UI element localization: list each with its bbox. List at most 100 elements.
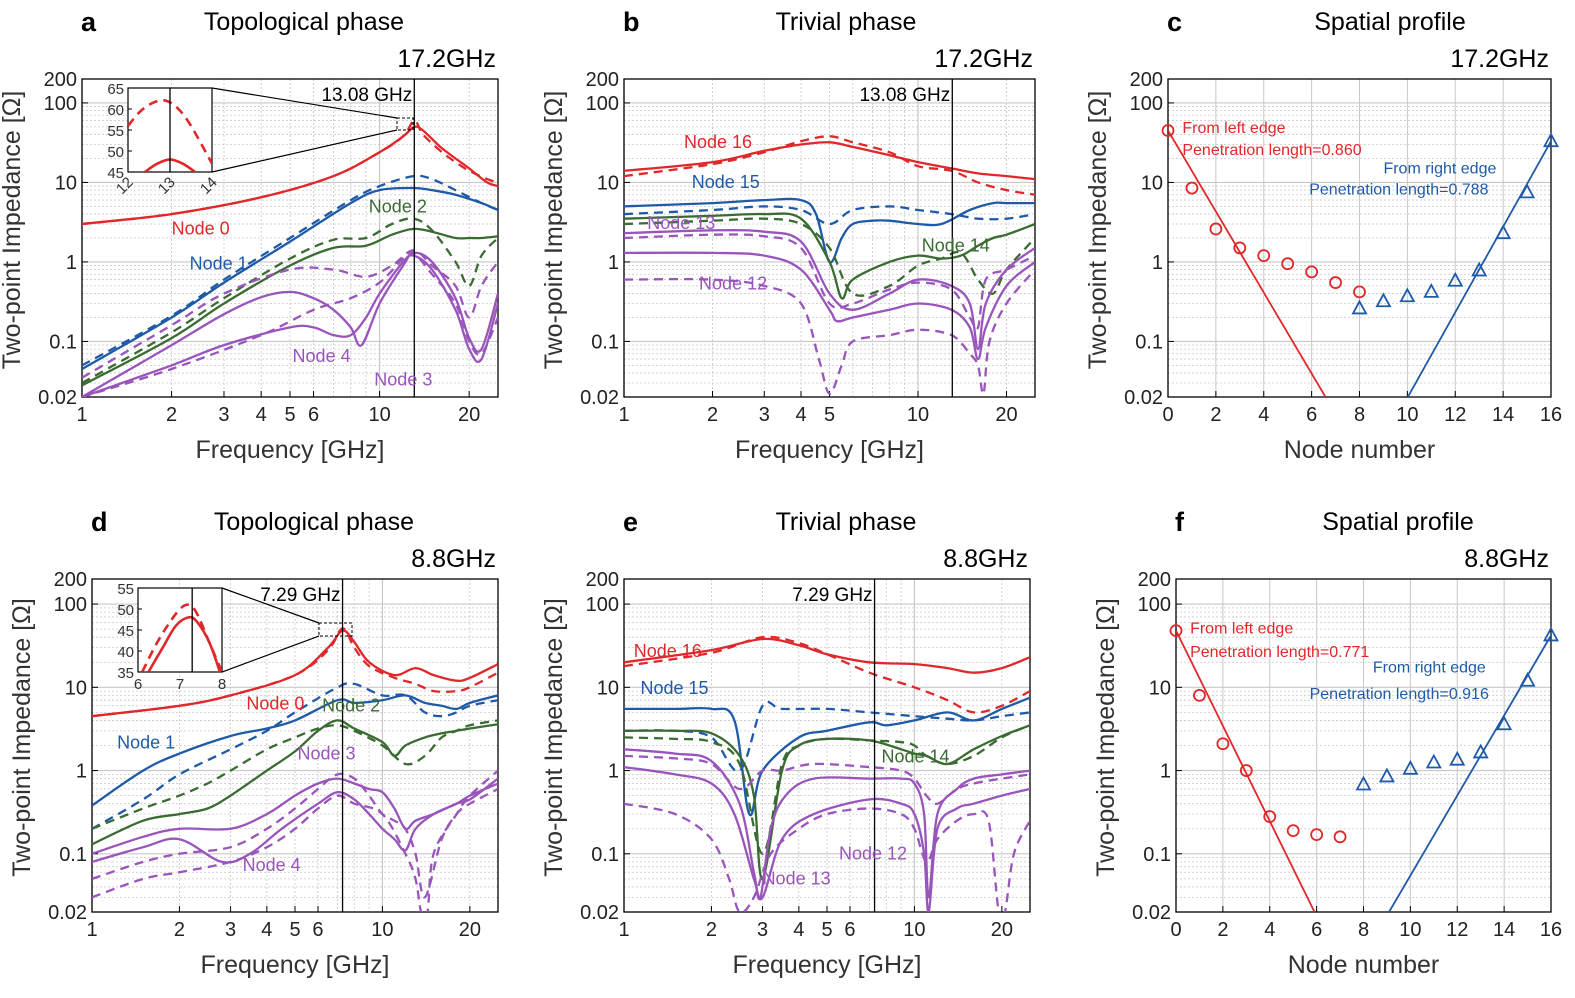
zoom-target-box bbox=[396, 117, 414, 131]
y-tick-label: 0.1 bbox=[1135, 331, 1163, 353]
frequency-label: 8.8GHz bbox=[943, 545, 1028, 573]
data-point-circle bbox=[1161, 124, 1175, 137]
data-point-triangle bbox=[1449, 750, 1466, 766]
x-tick-label: 5 bbox=[821, 919, 832, 941]
series-line-node-3-sim bbox=[92, 772, 498, 899]
series-line-node-13 bbox=[624, 748, 1030, 901]
x-tick-label: 1 bbox=[86, 919, 97, 941]
frequency-label: 8.8GHz bbox=[1464, 545, 1549, 573]
annotation-label: Penetration length=0.771 bbox=[1190, 644, 1369, 661]
x-tick-label: 10 bbox=[903, 919, 925, 941]
panel-title: Topological phase bbox=[204, 8, 404, 36]
annotation-label: Node 14 bbox=[922, 236, 990, 256]
series-line-node-1 bbox=[82, 186, 498, 370]
y-tick-label: 100 bbox=[44, 93, 77, 115]
y-tick-label: 100 bbox=[1138, 594, 1171, 616]
data-point-circle bbox=[1281, 257, 1295, 271]
data-point-triangle bbox=[1351, 299, 1368, 315]
x-tick-label: 4 bbox=[1258, 404, 1269, 426]
inset-x-tick-label: 13 bbox=[155, 174, 179, 198]
data-point-triangle bbox=[1375, 292, 1392, 308]
y-axis-label: Two-point Impedance [Ω] bbox=[540, 598, 568, 877]
series-line-node-0-sim bbox=[92, 627, 498, 718]
x-tick-label: 4 bbox=[793, 919, 804, 941]
series-line-node-4 bbox=[92, 782, 498, 864]
x-tick-label: 5 bbox=[824, 404, 835, 426]
x-tick-label: 14 bbox=[1493, 919, 1515, 941]
inset-x-tick-label: 6 bbox=[134, 676, 142, 693]
data-point-circle bbox=[1305, 265, 1319, 279]
grid-f bbox=[1175, 578, 1552, 913]
x-tick-label: 3 bbox=[218, 404, 229, 426]
series-line-node-16 bbox=[624, 637, 1030, 674]
series-line-node-12 bbox=[624, 251, 1035, 361]
inset-y-tick-label: 65 bbox=[107, 81, 124, 98]
x-tick-label: 0 bbox=[1162, 404, 1173, 426]
panel-title: Spatial profile bbox=[1322, 508, 1473, 536]
y-tick-label: 200 bbox=[44, 69, 77, 91]
inset-y-tick-label: 50 bbox=[107, 144, 124, 161]
plot-area-a bbox=[82, 119, 498, 397]
x-axis-label: Frequency [GHz] bbox=[733, 951, 922, 979]
data-point-triangle bbox=[1519, 671, 1536, 687]
series-line-node-16 bbox=[624, 141, 1035, 181]
data-point-triangle bbox=[1425, 753, 1442, 769]
y-tick-label: 100 bbox=[586, 93, 619, 115]
x-tick-label: 2 bbox=[174, 919, 185, 941]
y-tick-label: 1 bbox=[608, 252, 619, 274]
panel-f: 0.02 0.1 1 10 100 200 0 2 4 6 8 10 12 14 16 Node number… bbox=[1092, 507, 1562, 979]
series-line-node-4-sim bbox=[92, 769, 498, 912]
series-line-node-15-sim bbox=[624, 205, 1035, 226]
y-tick-label: 0.02 bbox=[48, 902, 87, 924]
marker-line-label: 7.29 GHz bbox=[792, 585, 872, 606]
data-point-triangle bbox=[1423, 282, 1440, 298]
x-tick-label: 3 bbox=[759, 404, 770, 426]
inset-y-tick-label: 45 bbox=[117, 623, 134, 640]
series-line-node-15 bbox=[624, 696, 1030, 817]
inset-y-tick-label: 55 bbox=[107, 123, 124, 140]
y-tick-label: 0.1 bbox=[49, 331, 77, 353]
data-point-triangle bbox=[1402, 759, 1419, 775]
series-line-node-2-sim bbox=[92, 719, 498, 830]
panel-label: a bbox=[81, 7, 97, 37]
y-axis-label: Two-point Impedance [Ω] bbox=[540, 91, 568, 370]
data-point-triangle bbox=[1519, 183, 1536, 199]
y-tick-label: 0.02 bbox=[1132, 902, 1171, 924]
marker-line-label: 13.08 GHz bbox=[859, 85, 950, 106]
series-line-node-16-sim bbox=[624, 135, 1035, 196]
panel-title: Trivial phase bbox=[776, 508, 917, 536]
data-point-circle bbox=[1310, 828, 1324, 842]
inset-x-tick-label: 14 bbox=[197, 174, 221, 198]
zoom-target-box bbox=[318, 622, 353, 637]
x-tick-label: 1 bbox=[618, 919, 629, 941]
series-line-node-14 bbox=[624, 212, 1035, 300]
data-point-triangle bbox=[1355, 775, 1372, 791]
marker-line-label: 7.29 GHz bbox=[260, 585, 340, 606]
x-tick-label: 16 bbox=[1540, 919, 1562, 941]
y-tick-label: 0.02 bbox=[38, 387, 77, 409]
x-tick-label: 10 bbox=[1396, 404, 1418, 426]
x-tick-label: 1 bbox=[76, 404, 87, 426]
inset-box bbox=[137, 587, 223, 673]
x-tick-label: 10 bbox=[1399, 919, 1421, 941]
x-axis-label: Node number bbox=[1288, 951, 1439, 979]
y-tick-label: 200 bbox=[1138, 569, 1171, 591]
y-tick-label: 0.02 bbox=[580, 387, 619, 409]
y-tick-label: 1 bbox=[608, 761, 619, 783]
data-point-circle bbox=[1193, 688, 1206, 702]
data-point-triangle bbox=[1378, 767, 1395, 783]
x-tick-label: 2 bbox=[1217, 919, 1228, 941]
annotation-label: From right edge bbox=[1383, 160, 1496, 177]
series-line-node-3 bbox=[82, 251, 498, 397]
data-point-circle bbox=[1169, 624, 1183, 637]
series-line-node-16-sim bbox=[624, 635, 1030, 714]
plot-area-e bbox=[624, 635, 1030, 912]
series-line-node-4-sim bbox=[82, 250, 498, 397]
y-tick-label: 1 bbox=[1152, 252, 1163, 274]
panel-title: Spatial profile bbox=[1314, 8, 1465, 36]
data-point-triangle bbox=[1472, 743, 1489, 759]
series-line-node-13 bbox=[624, 229, 1035, 351]
data-point-triangle bbox=[1471, 261, 1488, 277]
fit-line bbox=[1407, 140, 1551, 397]
